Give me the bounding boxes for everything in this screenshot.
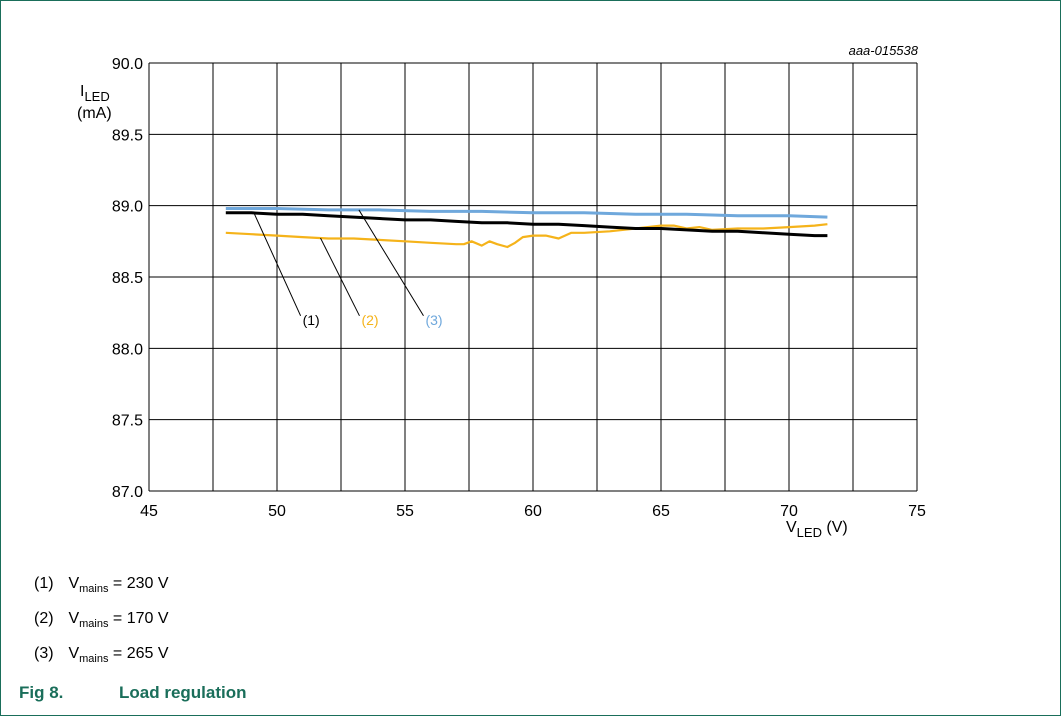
annotation-label: (3)	[425, 312, 442, 328]
y-tick-label: 88.5	[112, 270, 143, 287]
annotation-leader	[358, 209, 424, 317]
figure-number: Fig 8.	[19, 683, 64, 702]
legend-number: (2)	[34, 610, 54, 627]
figure-caption: Fig 8. Load regulation	[19, 683, 247, 703]
chart-grid	[148, 62, 918, 492]
x-tick-label: 55	[396, 503, 414, 520]
annotation-leader	[253, 212, 302, 317]
y-axis-label: ILED	[80, 83, 110, 104]
legend-text: = 170 V	[108, 610, 169, 627]
annotation-label: (1)	[303, 312, 320, 328]
y-axis-unit: (mA)	[77, 105, 112, 122]
x-tick-label: 70	[780, 503, 798, 520]
series-line-3	[225, 207, 828, 219]
y-tick-label: 89.5	[112, 127, 143, 144]
y-tick-label: 87.0	[112, 484, 143, 501]
legend-var: V	[68, 610, 80, 627]
x-tick-label: 60	[524, 503, 542, 520]
y-tick-label: 88.0	[112, 341, 143, 358]
legend-item: (1) Vmains = 230 V	[34, 574, 434, 599]
annotation-label: (2)	[361, 312, 378, 328]
y-tick-label: 87.5	[112, 413, 143, 430]
legend-text: = 230 V	[108, 575, 169, 592]
legend-number: (3)	[34, 645, 54, 662]
legend-item: (2) Vmains = 170 V	[34, 609, 434, 634]
legend-var: V	[68, 575, 80, 592]
chart-annotations: (1) (2) (3)	[253, 209, 443, 328]
y-tick-label: 89.0	[112, 199, 143, 216]
x-tick-label: 45	[140, 503, 158, 520]
series-line-2	[225, 223, 828, 249]
figure-id: aaa-015538	[849, 43, 919, 58]
x-tick-label: 50	[268, 503, 286, 520]
legend-sub: mains	[79, 653, 109, 666]
chart-series	[225, 207, 828, 249]
legend-number: (1)	[34, 575, 54, 592]
legend-text: = 265 V	[108, 645, 169, 662]
x-tick-label: 75	[908, 503, 926, 520]
legend-item: (3) Vmains = 265 V	[34, 644, 434, 669]
legend-var: V	[68, 645, 80, 662]
legend-sub: mains	[79, 583, 109, 596]
legend-sub: mains	[79, 618, 109, 631]
x-tick-label: 65	[652, 503, 670, 520]
annotation-leader	[320, 237, 360, 317]
x-axis-label: VLED (V)	[786, 519, 848, 540]
figure-title: Load regulation	[119, 683, 247, 702]
y-tick-label: 90.0	[112, 56, 143, 73]
chart-ticks: 45 50 55 60 65 70 75 87.0 87.5 88.0 88.5 89.0 89.5 90…	[112, 56, 926, 520]
series-line-1	[225, 211, 828, 238]
